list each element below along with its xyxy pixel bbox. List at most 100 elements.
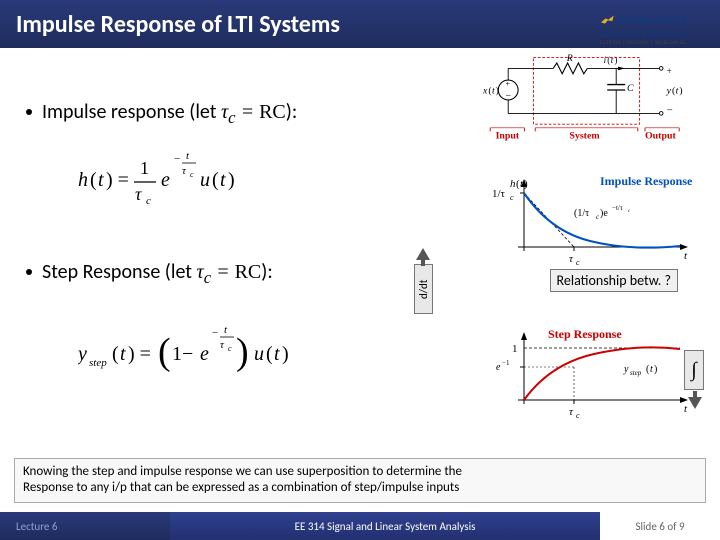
svg-text:1−: 1− [172,343,193,365]
input-label: Input [496,131,520,142]
svg-text:(: ( [158,331,171,373]
relationship-box: Relationship betw. ? [550,269,678,292]
bullet-impulse: Impulse response (let τc = RC): [26,100,297,128]
system-label: System [569,131,600,142]
arrow-down-icon [688,391,702,409]
svg-text:t: t [120,343,126,365]
arrow-up-icon [416,248,430,266]
svg-text:−1: −1 [502,359,510,367]
svg-text:C: C [627,83,634,94]
university-logo: EMBRY-RIDDLE Aeronautical University FLO… [578,8,708,50]
step-response-plot: Step Response t 1 e−1 τc ystep(t) [484,326,694,421]
bullet-dot-icon [26,269,32,275]
svg-text:h: h [78,169,88,191]
svg-text:(1/τ: (1/τ [574,208,589,219]
slide-title: Impulse Response of LTI Systems [16,10,340,39]
svg-text:step: step [630,369,642,377]
slide: { "title": "Impulse Response of LTI Syst… [0,0,720,540]
svg-text:−: − [667,104,673,116]
svg-text:t: t [676,86,679,97]
svg-text:e: e [496,362,501,373]
logo-line2: Aeronautical University [600,29,685,40]
svg-text:): ) [614,55,617,65]
conclusion-line1: Knowing the step and impulse response we… [23,464,697,480]
svg-text:(: ( [212,169,219,191]
svg-text:t: t [224,324,228,336]
svg-text:1/τ: 1/τ [492,188,506,200]
svg-text:t: t [684,250,688,262]
svg-text:τ: τ [135,184,142,204]
output-label: Output [645,131,676,142]
svg-text:y: y [623,364,629,375]
logo-line1: EMBRY-RIDDLE [599,13,688,29]
rc-circuit-diagram: + − x (t) R i(t) C [472,54,692,144]
svg-text:t: t [274,343,280,365]
svg-text:): ) [228,169,235,191]
svg-text:τ: τ [220,339,225,351]
eagle-icon [599,13,615,29]
svg-text:1: 1 [512,343,518,355]
svg-text:−t/τ: −t/τ [612,204,623,212]
eq-tau-rc-2: τc = RC [197,261,262,283]
svg-text:i: i [604,55,607,65]
svg-text:τ: τ [182,165,187,177]
svg-text:): ) [282,343,289,365]
impulse-plot-title: Impulse Response [600,174,693,188]
conclusion-line2: Response to any i/p that can be expresse… [23,480,697,496]
svg-text:e: e [161,169,170,191]
svg-text:c: c [576,411,580,420]
svg-text:u: u [200,169,210,191]
svg-text:): ) [654,364,657,375]
svg-text:) =: ) = [128,343,151,365]
svg-text:t: t [611,55,614,65]
svg-text:−: − [174,153,180,165]
bullet-dot-icon [26,109,32,115]
svg-text:+: + [667,66,672,76]
svg-text:): ) [496,86,499,97]
svg-text:τ: τ [569,253,574,265]
svg-text:t: t [186,150,190,162]
svg-text:c: c [228,344,232,353]
svg-text:t: t [492,86,495,97]
svg-text:t: t [650,364,653,375]
svg-text:): ) [236,331,249,373]
svg-text:(: ( [266,343,273,365]
integral-icon: ∫ [691,359,696,382]
svg-text:c: c [510,193,514,202]
svg-text:c: c [628,209,631,214]
svg-text:c: c [146,195,151,207]
logo-line3: FLORIDA | ARIZONA | WORLDWIDE [600,40,686,46]
integral-box: ∫ [684,350,704,390]
svg-text:t: t [220,169,226,191]
svg-text:t: t [98,169,104,191]
equation-ystep: y step ( t ) = ( 1− e − t τ c ) u ( t ) [78,318,338,388]
svg-text:−: − [212,327,218,339]
svg-text:(: ( [607,55,610,65]
eq-tau-rc-1: τc = RC [221,101,286,123]
svg-text:y: y [78,343,87,365]
footer-right: Slide 6 of 9 [600,512,720,540]
svg-text:step: step [89,357,107,369]
bullet-step: Step Response (let τc = RC): [26,260,273,288]
svg-text:+: + [506,79,511,88]
svg-text:): ) [679,86,682,97]
content-area: Impulse response (let τc = RC): h ( t ) … [0,48,720,512]
svg-text:τ: τ [569,406,574,418]
svg-text:(: ( [112,343,119,365]
equation-h: h ( t ) = 1 τ c e − t τ c u ( t ) [78,148,278,214]
svg-text:)e: )e [600,208,608,219]
footer-mid: EE 314 Signal and Linear System Analysis [170,512,600,540]
svg-text:1: 1 [140,158,149,178]
svg-text:c: c [190,170,194,179]
svg-text:R: R [566,54,573,64]
svg-text:u: u [254,343,264,365]
svg-text:c: c [576,258,580,267]
svg-text:): ) [524,178,528,190]
impulse-response-plot: Impulse Response t 1/τc τc (1/τc)e −t/τc… [484,173,694,268]
footer: Lecture 6 EE 314 Signal and Linear Syste… [0,512,720,540]
svg-text:y: y [666,86,672,97]
svg-text:(: ( [90,169,97,191]
svg-text:x: x [482,86,488,97]
footer-left: Lecture 6 [0,512,170,540]
svg-text:e: e [200,343,209,365]
